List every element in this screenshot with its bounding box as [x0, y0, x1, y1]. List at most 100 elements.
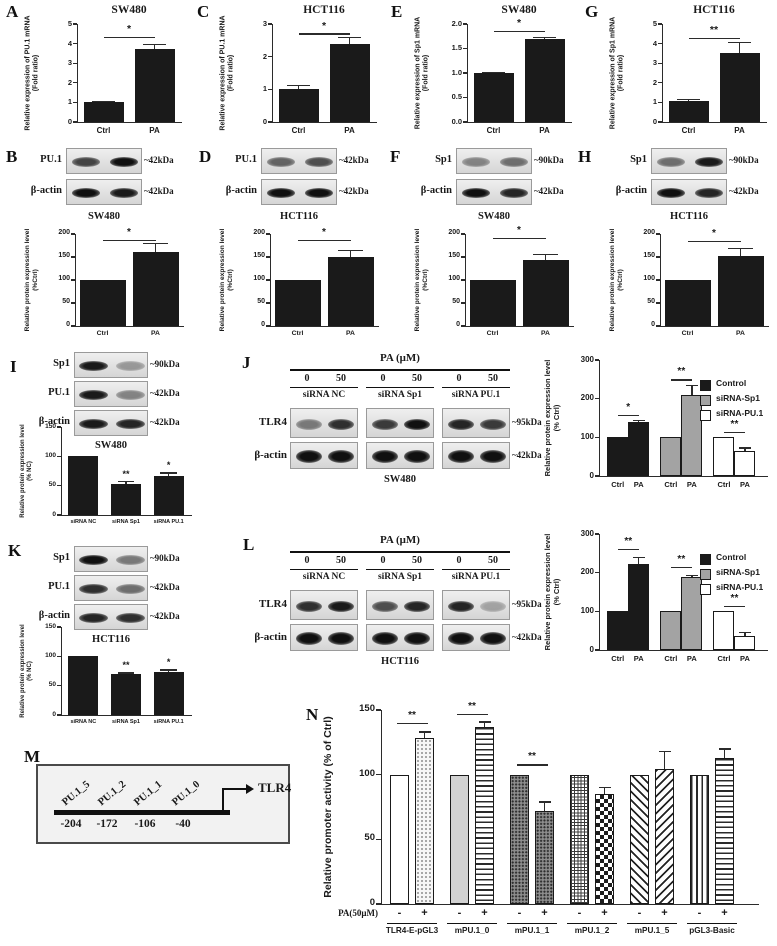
y-tick: [463, 23, 467, 25]
y-tick-label: 0: [262, 116, 267, 126]
y-tick: [268, 121, 272, 123]
sirna-group-label: siRNA PU.1: [451, 390, 501, 400]
x-tick-label: siRNA Sp1: [112, 718, 140, 725]
sig-bracket: [298, 33, 350, 35]
kda-label: ~95kDa: [512, 417, 542, 427]
panel-l-chart: 0 100 200 300 Relative protein expression le…: [538, 524, 777, 666]
y-tick: [376, 709, 381, 711]
kda-label: ~42kDa: [512, 631, 542, 642]
y-axis-label-line1: Relative protein expression level: [543, 533, 552, 651]
legend-swatch: [700, 554, 711, 565]
blot-protein-label: β-actin: [254, 448, 287, 461]
pa-sign: -: [577, 907, 582, 919]
sig-label: **: [528, 751, 536, 763]
blot-band: [327, 632, 354, 645]
blot-band: [79, 555, 108, 565]
group-rule: [507, 923, 557, 925]
y-tick: [656, 256, 660, 258]
legend-swatch: [700, 410, 711, 421]
bar: [570, 774, 589, 904]
y-tick-label: 100: [580, 605, 594, 615]
cell-line-label: HCT116: [381, 656, 419, 667]
bar: [681, 394, 703, 476]
y-tick: [658, 43, 662, 45]
x-axis: [465, 326, 574, 328]
y-tick-label: 0: [651, 321, 655, 329]
blot-band: [79, 390, 108, 400]
x-tick-label: Ctrl: [681, 329, 694, 337]
blot-band: [116, 555, 145, 565]
chart-title: HCT116: [693, 4, 735, 16]
error-bar-cap: [677, 98, 700, 100]
y-tick-label: 200: [253, 229, 265, 237]
blot-band: [79, 419, 108, 429]
y-tick-label: 2: [652, 77, 657, 87]
dose-label: 50: [488, 373, 498, 384]
group-rule: [366, 569, 434, 571]
kda-label: ~90kDa: [150, 553, 180, 563]
x-tick-label: Ctrl: [291, 125, 306, 135]
x-tick-label: Ctrl: [611, 653, 625, 663]
panel-k-letter: K: [8, 541, 22, 560]
sig-bracket: [492, 237, 546, 240]
x-axis: [75, 326, 184, 328]
y-axis: [467, 24, 469, 122]
sig-label: *: [712, 227, 716, 239]
y-tick-label: 2: [67, 77, 72, 87]
y-tick-label: 50: [364, 832, 375, 844]
pa-sign: +: [601, 907, 608, 919]
blot-band: [448, 600, 475, 612]
y-tick: [658, 62, 662, 64]
y-tick-label: 200: [58, 229, 70, 237]
pa-sign: +: [721, 907, 728, 919]
legend-label: Control: [716, 552, 747, 562]
error-bar-cap: [718, 748, 731, 750]
y-tick-label: 4: [67, 38, 72, 48]
sig-label: **: [408, 709, 416, 721]
sig-star: **: [122, 468, 130, 479]
bar: [713, 437, 735, 476]
y-tick-label: 50: [257, 298, 265, 306]
x-axis: [599, 476, 768, 478]
tss-arrow-head: [246, 783, 254, 794]
y-tick: [266, 279, 270, 281]
bar: [153, 475, 184, 515]
blot-image: [442, 408, 510, 438]
sirna-group-label: siRNA PU.1: [451, 572, 501, 582]
kda-label: ~95kDa: [512, 599, 542, 609]
panel-c-chart: 0 1 2 3 HCT116 Relative expression of PU.1 mR…: [215, 4, 385, 142]
group-label: pGL3-Basic: [689, 926, 735, 935]
sig-bracket: [102, 239, 156, 242]
y-tick: [376, 903, 381, 905]
bar: [660, 611, 682, 650]
blot-band: [266, 188, 296, 198]
chart-title: SW480: [111, 4, 147, 16]
y-tick-label: 1.0: [451, 67, 462, 77]
pa-sign: -: [697, 907, 702, 919]
panel-h-letter: H: [578, 147, 592, 166]
bar: [132, 252, 179, 326]
blot-band: [448, 418, 475, 430]
y-tick: [71, 233, 75, 235]
blot-band: [296, 600, 323, 612]
blot-image: [290, 590, 358, 620]
bar: [681, 577, 703, 650]
pa-sign: -: [637, 907, 642, 919]
blot-protein-label: TLR4: [258, 416, 287, 428]
error-bar-cap: [482, 71, 505, 73]
y-axis: [662, 24, 664, 122]
error-bar: [167, 669, 170, 672]
x-axis: [467, 122, 572, 124]
bar: [719, 53, 760, 122]
legend-label: siRNA-Sp1: [716, 393, 760, 403]
blot-image: [290, 408, 358, 438]
blot-band: [116, 361, 145, 371]
sig-label: *: [626, 401, 631, 413]
error-bar: [423, 731, 426, 739]
y-tick-label: 150: [45, 422, 56, 430]
bar: [68, 456, 99, 515]
pa-sign: -: [517, 907, 522, 919]
blot-protein-label: PU.1: [40, 154, 62, 165]
bar: [522, 260, 569, 326]
